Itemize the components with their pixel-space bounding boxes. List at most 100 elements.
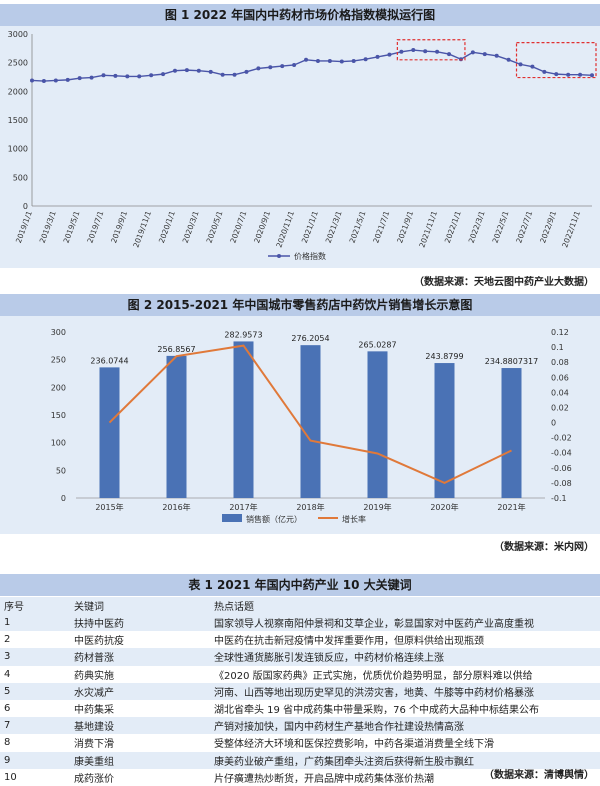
cell-keyword: 康美重组 xyxy=(70,752,210,769)
price-index-point xyxy=(42,79,46,83)
x-tick-label: 2021/5/1 xyxy=(348,209,368,244)
cell-index: 2 xyxy=(0,631,70,648)
x-tick-label: 2022/1/1 xyxy=(443,209,463,244)
sales-data-label: 256.8567 xyxy=(157,345,195,354)
x-tick-label: 2020/3/1 xyxy=(181,209,201,244)
price-index-point xyxy=(292,63,296,67)
x-tick-label: 2022/9/1 xyxy=(538,209,558,244)
price-index-point xyxy=(149,73,153,77)
sales-data-label: 236.0744 xyxy=(90,356,128,365)
cell-keyword: 基地建设 xyxy=(70,717,210,734)
cell-keyword: 中医药抗疫 xyxy=(70,631,210,648)
price-index-point xyxy=(233,73,237,77)
y-tick-label: 500 xyxy=(13,173,28,182)
x-tick-label: 2019/11/1 xyxy=(131,209,153,248)
y2-tick-label: -0.1 xyxy=(551,494,567,503)
sales-bar xyxy=(502,368,522,498)
sales-data-label: 234.8807317 xyxy=(485,357,538,366)
y-tick-label: 3000 xyxy=(8,30,28,39)
x-tick-label: 2021/3/1 xyxy=(324,209,344,244)
x-tick-label: 2017年 xyxy=(229,502,257,512)
price-index-point xyxy=(209,70,213,74)
y2-tick-label: 0.06 xyxy=(551,373,569,382)
price-index-point xyxy=(304,58,308,62)
price-index-point xyxy=(54,78,58,82)
cell-index: 7 xyxy=(0,717,70,734)
price-index-point xyxy=(566,73,570,77)
cell-topic: 中医药在抗击新冠疫情中发挥重要作用，但原料供给出现瓶颈 xyxy=(210,631,600,648)
y-tick-label: 0 xyxy=(61,494,66,503)
x-tick-label: 2020/5/1 xyxy=(205,209,225,244)
cell-topic: 湖北省牵头 19 省中成药集中带量采购，76 个中成药大品种中标结果公布 xyxy=(210,700,600,717)
cell-index: 4 xyxy=(0,666,70,683)
x-tick-label: 2019/9/1 xyxy=(109,209,129,244)
cell-topic: 河南、山西等地出现历史罕见的洪涝灾害，地黄、牛膝等中药材价格暴涨 xyxy=(210,683,600,700)
price-index-point xyxy=(411,48,415,52)
y-tick-label: 100 xyxy=(51,439,66,448)
header-index: 序号 xyxy=(0,597,70,614)
x-tick-label: 2022/5/1 xyxy=(490,209,510,244)
cell-topic: 《2020 版国家药典》正式实施，优质优价趋势明显，部分原料难以供给 xyxy=(210,666,600,683)
x-tick-label: 2020/11/1 xyxy=(274,209,296,248)
sales-data-label: 265.0287 xyxy=(358,340,396,349)
legend-bar-label: 销售额（亿元） xyxy=(246,514,302,524)
y-tick-label: 300 xyxy=(51,328,66,337)
x-tick-label: 2019/5/1 xyxy=(62,209,82,244)
y2-tick-label: 0.02 xyxy=(551,403,569,412)
y2-tick-label: -0.04 xyxy=(551,449,572,458)
y2-tick-label: 0 xyxy=(551,419,556,428)
price-index-point xyxy=(197,69,201,73)
price-index-point xyxy=(423,49,427,53)
x-tick-label: 2020/1/1 xyxy=(157,209,177,244)
header-topic: 热点话题 xyxy=(210,597,600,614)
price-index-point xyxy=(101,73,105,77)
price-index-point xyxy=(590,73,594,77)
price-index-point xyxy=(328,59,332,63)
y-tick-label: 2500 xyxy=(8,59,28,68)
price-index-point xyxy=(221,73,225,77)
figure1-title: 图 1 2022 年国内中药材市场价格指数模拟运行图 xyxy=(0,4,600,26)
x-tick-label: 2022/7/1 xyxy=(514,209,534,244)
price-index-point xyxy=(376,55,380,59)
legend-bar-swatch xyxy=(222,514,242,522)
x-tick-label: 2021/11/1 xyxy=(417,209,439,248)
legend-line-label: 增长率 xyxy=(342,514,366,524)
price-index-point xyxy=(268,65,272,69)
cell-index: 8 xyxy=(0,734,70,751)
cell-keyword: 成药涨价 xyxy=(70,769,210,786)
cell-topic: 受整体经济大环境和医保控费影响，中药各渠道消费量全线下滑 xyxy=(210,734,600,751)
legend-point-swatch xyxy=(277,254,281,258)
cell-index: 1 xyxy=(0,614,70,631)
x-tick-label: 2020/9/1 xyxy=(252,209,272,244)
sales-bar xyxy=(100,367,120,498)
cell-keyword: 中药集采 xyxy=(70,700,210,717)
y-tick-label: 1500 xyxy=(8,116,28,125)
price-index-point xyxy=(30,78,34,82)
price-index-point xyxy=(173,69,177,73)
y-tick-label: 1000 xyxy=(8,145,28,154)
x-tick-label: 2022/11/1 xyxy=(560,209,582,248)
price-index-point xyxy=(364,57,368,61)
sales-bar xyxy=(234,341,254,498)
cell-topic: 全球性通货膨胀引发连锁反应，中药材价格连续上涨 xyxy=(210,648,600,665)
cell-index: 10 xyxy=(0,769,70,786)
x-tick-label: 2021/1/1 xyxy=(300,209,320,244)
price-index-point xyxy=(78,76,82,80)
price-index-point xyxy=(137,74,141,78)
y2-tick-label: -0.06 xyxy=(551,464,572,473)
cell-index: 6 xyxy=(0,700,70,717)
cell-keyword: 消费下滑 xyxy=(70,734,210,751)
sales-bar xyxy=(167,356,187,498)
x-tick-label: 2021年 xyxy=(497,502,525,512)
price-index-point xyxy=(161,72,165,76)
y-tick-label: 2000 xyxy=(8,87,28,96)
legend-label: 价格指数 xyxy=(294,251,326,261)
y-tick-label: 50 xyxy=(56,466,66,475)
price-index-point xyxy=(483,52,487,56)
